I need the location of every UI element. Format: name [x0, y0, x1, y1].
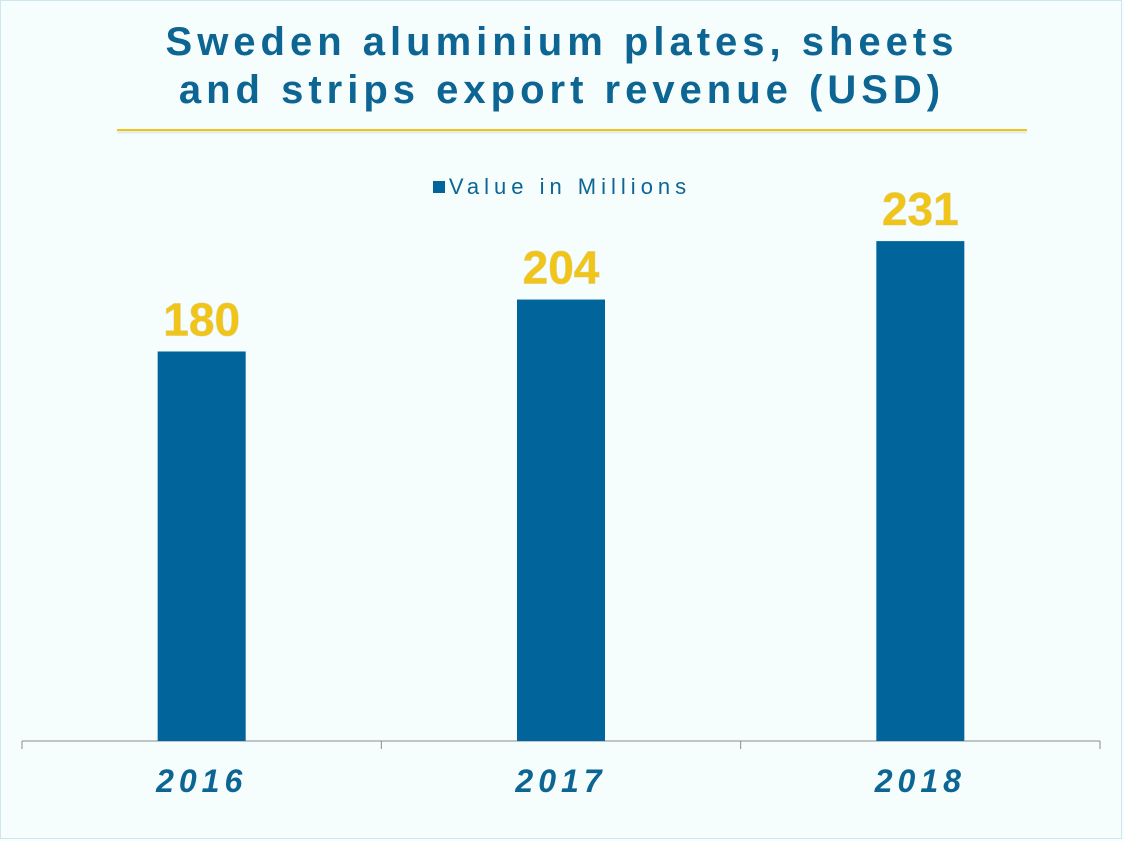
- legend-label: Value in Millions: [448, 174, 692, 199]
- value-label-2018: 231: [882, 183, 959, 235]
- legend-swatch: [432, 181, 445, 193]
- value-label-2017: 204: [523, 242, 600, 294]
- x-tick-label-2018: 2018: [874, 763, 966, 799]
- legend: Value in Millions: [0, 174, 1124, 200]
- title-underline: [117, 129, 1027, 131]
- value-label-2016: 180: [163, 293, 240, 345]
- chart-title-line-1: Sweden aluminium plates, sheets: [165, 20, 959, 64]
- x-tick-label-2016: 2016: [155, 763, 247, 799]
- bar-2018: [876, 241, 965, 741]
- chart-title-line-2: and strips export revenue (USD): [178, 68, 946, 112]
- chart-title: Sweden aluminium plates, sheets and stri…: [0, 18, 1124, 114]
- bar-2017: [517, 299, 605, 741]
- bar-2016: [157, 351, 246, 741]
- x-tick-label-2017: 2017: [514, 763, 606, 799]
